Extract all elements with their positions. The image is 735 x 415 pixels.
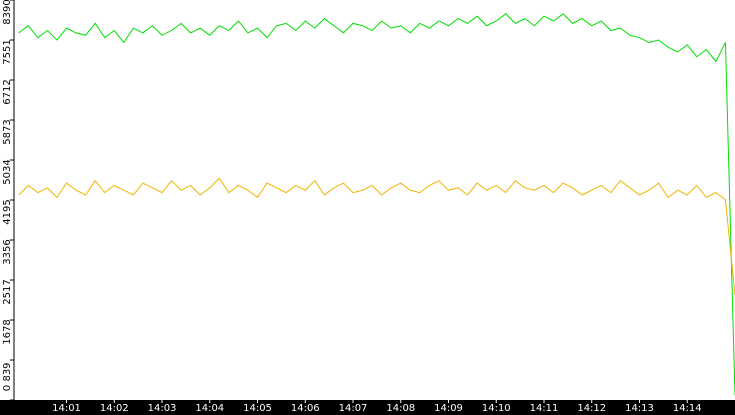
x-tick-label: 14:08 xyxy=(386,403,415,414)
x-tick-label: 14:12 xyxy=(577,403,606,414)
y-tick-label: 3356 xyxy=(2,239,13,264)
x-tick-label: 14:11 xyxy=(530,403,559,414)
x-tick-label: 14:04 xyxy=(195,403,224,414)
x-tick-label: 14:14 xyxy=(673,403,702,414)
x-tick-label: 14:10 xyxy=(482,403,511,414)
x-tick-label: 14:07 xyxy=(339,403,368,414)
y-tick-label: 5034 xyxy=(2,159,13,184)
y-tick-label: 839 xyxy=(2,362,13,381)
y-tick-label: 5873 xyxy=(2,119,13,144)
y-tick-label: 4195 xyxy=(2,199,13,224)
y-tick-label: 8390 xyxy=(2,0,13,25)
x-axis-bar xyxy=(0,400,735,415)
y-tick-label: 1678 xyxy=(2,319,13,344)
x-tick-label: 14:13 xyxy=(625,403,654,414)
x-tick-label: 14:06 xyxy=(291,403,320,414)
x-tick-label: 14:03 xyxy=(148,403,177,414)
series-line xyxy=(18,13,735,396)
y-tick-label: 0 xyxy=(2,385,13,391)
x-tick-label: 14:02 xyxy=(100,403,129,414)
series-line xyxy=(18,177,735,296)
x-tick-label: 14:01 xyxy=(52,403,81,414)
x-tick-label: 14:05 xyxy=(243,403,272,414)
y-tick-label: 6712 xyxy=(2,79,13,104)
y-tick-label: 2517 xyxy=(2,279,13,304)
y-tick-label: 7551 xyxy=(2,39,13,64)
x-tick-label: 14:09 xyxy=(434,403,463,414)
